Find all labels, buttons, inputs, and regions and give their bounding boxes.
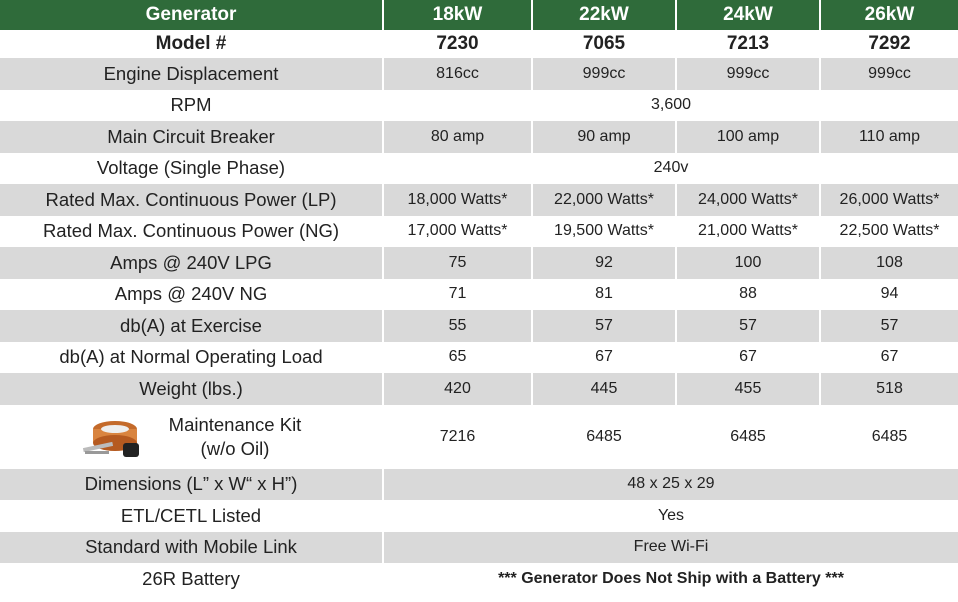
value-cell: 19,500 Watts* bbox=[532, 216, 676, 248]
value-cell: 999cc bbox=[532, 58, 676, 90]
value-cell: 240v bbox=[383, 153, 958, 185]
kit-icon bbox=[81, 415, 161, 459]
value-cell: 92 bbox=[532, 247, 676, 279]
row-label: Weight (lbs.) bbox=[0, 373, 383, 405]
value-cell: 80 amp bbox=[383, 121, 532, 153]
value-cell: 7065 bbox=[532, 30, 676, 58]
row-label: Rated Max. Continuous Power (NG) bbox=[0, 216, 383, 248]
value-cell: 17,000 Watts* bbox=[383, 216, 532, 248]
value-cell: 108 bbox=[820, 247, 958, 279]
value-cell: 81 bbox=[532, 279, 676, 311]
value-cell: 455 bbox=[676, 373, 820, 405]
value-cell: Yes bbox=[383, 500, 958, 532]
row-label: 26R Battery bbox=[0, 563, 383, 595]
header-cell: 18kW bbox=[383, 0, 532, 30]
value-cell: 67 bbox=[532, 342, 676, 374]
header-cell: 24kW bbox=[676, 0, 820, 30]
table-row: 26R Battery*** Generator Does Not Ship w… bbox=[0, 563, 958, 595]
spec-table: Generator18kW22kW24kW26kWModel #72307065… bbox=[0, 0, 958, 595]
kit-label: Maintenance Kit (w/o Oil) bbox=[0, 413, 382, 461]
row-label-text: Maintenance Kit (w/o Oil) bbox=[169, 413, 302, 461]
value-cell: 94 bbox=[820, 279, 958, 311]
header-cell: 22kW bbox=[532, 0, 676, 30]
value-cell: 71 bbox=[383, 279, 532, 311]
value-cell: 420 bbox=[383, 373, 532, 405]
value-cell: 999cc bbox=[676, 58, 820, 90]
row-label: Standard with Mobile Link bbox=[0, 532, 383, 564]
value-cell: 18,000 Watts* bbox=[383, 184, 532, 216]
row-label: Engine Displacement bbox=[0, 58, 383, 90]
value-cell: 90 amp bbox=[532, 121, 676, 153]
value-cell: 65 bbox=[383, 342, 532, 374]
row-label: RPM bbox=[0, 90, 383, 122]
value-cell: 110 amp bbox=[820, 121, 958, 153]
value-cell: 7292 bbox=[820, 30, 958, 58]
value-cell: 7213 bbox=[676, 30, 820, 58]
value-cell: 6485 bbox=[532, 405, 676, 469]
value-cell: 445 bbox=[532, 373, 676, 405]
table-row: Rated Max. Continuous Power (NG)17,000 W… bbox=[0, 216, 958, 248]
value-cell: 100 amp bbox=[676, 121, 820, 153]
value-cell: 7216 bbox=[383, 405, 532, 469]
value-cell: Free Wi-Fi bbox=[383, 532, 958, 564]
value-cell: *** Generator Does Not Ship with a Batte… bbox=[383, 563, 958, 595]
value-cell: 75 bbox=[383, 247, 532, 279]
value-cell: 24,000 Watts* bbox=[676, 184, 820, 216]
table-row: Dimensions (L” x W“ x H”)48 x 25 x 29 bbox=[0, 469, 958, 501]
value-cell: 999cc bbox=[820, 58, 958, 90]
row-label: Amps @ 240V NG bbox=[0, 279, 383, 311]
value-cell: 3,600 bbox=[383, 90, 958, 122]
value-cell: 816cc bbox=[383, 58, 532, 90]
value-cell: 57 bbox=[532, 310, 676, 342]
value-cell: 21,000 Watts* bbox=[676, 216, 820, 248]
row-label: Voltage (Single Phase) bbox=[0, 153, 383, 185]
row-label: Main Circuit Breaker bbox=[0, 121, 383, 153]
value-cell: 88 bbox=[676, 279, 820, 311]
value-cell: 57 bbox=[676, 310, 820, 342]
header-cell: 26kW bbox=[820, 0, 958, 30]
row-label: Model # bbox=[0, 30, 383, 58]
row-label: Dimensions (L” x W“ x H”) bbox=[0, 469, 383, 501]
value-cell: 6485 bbox=[820, 405, 958, 469]
value-cell: 22,000 Watts* bbox=[532, 184, 676, 216]
row-label: db(A) at Exercise bbox=[0, 310, 383, 342]
value-cell: 48 x 25 x 29 bbox=[383, 469, 958, 501]
row-label: Rated Max. Continuous Power (LP) bbox=[0, 184, 383, 216]
value-cell: 26,000 Watts* bbox=[820, 184, 958, 216]
row-label: db(A) at Normal Operating Load bbox=[0, 342, 383, 374]
value-cell: 100 bbox=[676, 247, 820, 279]
header-label: Generator bbox=[0, 0, 383, 30]
row-label: ETL/CETL Listed bbox=[0, 500, 383, 532]
value-cell: 7230 bbox=[383, 30, 532, 58]
value-cell: 57 bbox=[820, 310, 958, 342]
table-row: Voltage (Single Phase)240v bbox=[0, 153, 958, 185]
table-row: Rated Max. Continuous Power (LP)18,000 W… bbox=[0, 184, 958, 216]
page: {"table": { "header": ["Generator", "18k… bbox=[0, 0, 958, 602]
row-label: Maintenance Kit (w/o Oil) bbox=[0, 405, 383, 469]
table-body: Generator18kW22kW24kW26kWModel #72307065… bbox=[0, 0, 958, 595]
value-cell: 518 bbox=[820, 373, 958, 405]
value-cell: 67 bbox=[820, 342, 958, 374]
value-cell: 55 bbox=[383, 310, 532, 342]
value-cell: 22,500 Watts* bbox=[820, 216, 958, 248]
value-cell: 67 bbox=[676, 342, 820, 374]
value-cell: 6485 bbox=[676, 405, 820, 469]
row-label: Amps @ 240V LPG bbox=[0, 247, 383, 279]
